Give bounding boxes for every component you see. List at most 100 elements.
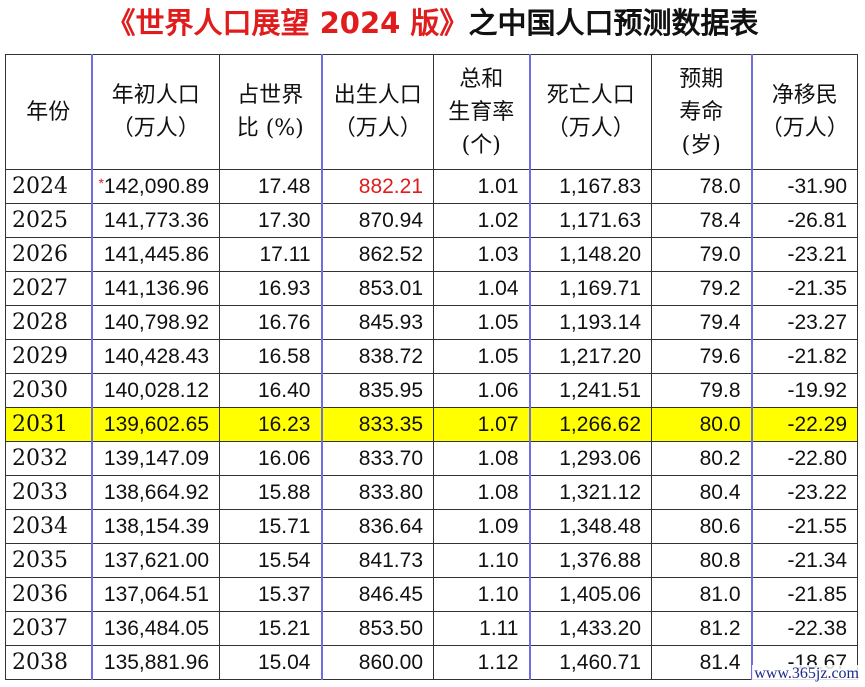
cell-value: 833.80 bbox=[358, 480, 423, 504]
table-row: 2024 *142,090.89 17.48 882.21 1.01 1,167.83 78… bbox=[5, 169, 858, 204]
title-black-part: 之中国人口预测数据表 bbox=[468, 6, 759, 40]
cell-year: 2025 bbox=[5, 203, 92, 238]
cell-fertility-rate: 1.10 bbox=[433, 543, 530, 578]
cell-value: 80.0 bbox=[699, 412, 741, 436]
cell-start-population: 140,428.43 bbox=[90, 339, 220, 374]
cell-world-share: 17.48 bbox=[219, 169, 322, 204]
cell-value: -21.82 bbox=[787, 344, 847, 368]
cell-fertility-rate: 1.09 bbox=[433, 509, 530, 544]
cell-value: 16.23 bbox=[257, 412, 311, 436]
cell-value: 81.4 bbox=[699, 650, 741, 674]
cell-value: 79.6 bbox=[699, 344, 741, 368]
cell-deaths: 1,266.62 bbox=[528, 407, 652, 442]
table-row: 2035 137,621.00 15.54 841.73 1.10 1,376.88 80.… bbox=[5, 543, 858, 578]
cell-value: 1,376.88 bbox=[559, 548, 641, 572]
cell-start-population: 141,136.96 bbox=[90, 271, 220, 306]
cell-deaths: 1,148.20 bbox=[528, 237, 652, 272]
cell-value: 78.4 bbox=[699, 208, 741, 232]
cell-year: 2029 bbox=[5, 339, 92, 374]
cell-value: 1,293.06 bbox=[559, 446, 641, 470]
header-line: 出生人口 bbox=[333, 83, 422, 108]
cell-value: -26.81 bbox=[787, 208, 847, 232]
cell-value: 833.70 bbox=[358, 446, 423, 470]
table-row: 2025 141,773.36 17.30 870.94 1.02 1,171.63 78.… bbox=[5, 203, 858, 238]
cell-deaths: 1,293.06 bbox=[528, 441, 652, 476]
cell-value: 853.01 bbox=[358, 276, 423, 300]
cell-value: 1,405.06 bbox=[559, 582, 641, 606]
cell-value: 135,881.96 bbox=[103, 650, 209, 674]
cell-deaths: 1,405.06 bbox=[528, 577, 652, 612]
cell-value: 79.2 bbox=[699, 276, 741, 300]
table-row: 2038 135,881.96 15.04 860.00 1.12 1,460.71 81.… bbox=[5, 645, 858, 680]
cell-start-population: 140,798.92 bbox=[90, 305, 220, 340]
cell-value: 15.88 bbox=[257, 480, 311, 504]
header-births: 出生人口 （万人） bbox=[320, 54, 434, 170]
cell-value: 15.04 bbox=[257, 650, 311, 674]
cell-value: 1.02 bbox=[477, 208, 519, 232]
cell-year: 2032 bbox=[5, 441, 92, 476]
cell-value: 79.4 bbox=[699, 310, 741, 334]
asterisk-mark: * bbox=[98, 174, 104, 191]
cell-value: 140,798.92 bbox=[103, 310, 209, 334]
cell-births: 853.01 bbox=[320, 271, 434, 306]
cell-value: 81.0 bbox=[699, 582, 741, 606]
cell-world-share: 16.93 bbox=[219, 271, 322, 306]
cell-value: 2038 bbox=[12, 650, 68, 675]
table-row: 2028 140,798.92 16.76 845.93 1.05 1,193.14 79.… bbox=[5, 305, 858, 340]
cell-value: 78.0 bbox=[699, 174, 741, 198]
cell-value: 16.06 bbox=[257, 446, 311, 470]
cell-year: 2033 bbox=[5, 475, 92, 510]
cell-life-expectancy: 80.6 bbox=[651, 509, 752, 544]
header-line: （万人） bbox=[333, 116, 422, 141]
cell-value: -31.90 bbox=[787, 174, 847, 198]
cell-fertility-rate: 1.02 bbox=[433, 203, 530, 238]
header-line: 死亡人口 bbox=[546, 83, 635, 108]
cell-births: 833.35 bbox=[320, 407, 434, 442]
cell-births: 841.73 bbox=[320, 543, 434, 578]
cell-world-share: 16.40 bbox=[219, 373, 322, 408]
cell-value: 1,171.63 bbox=[559, 208, 641, 232]
cell-year: 2027 bbox=[5, 271, 92, 306]
cell-value: 15.71 bbox=[257, 514, 311, 538]
cell-year: 2035 bbox=[5, 543, 92, 578]
cell-value: 860.00 bbox=[358, 650, 423, 674]
cell-fertility-rate: 1.11 bbox=[433, 611, 530, 646]
cell-value: 17.30 bbox=[257, 208, 311, 232]
cell-value: 1.06 bbox=[477, 378, 519, 402]
cell-value: 2037 bbox=[12, 616, 68, 641]
cell-value: -21.85 bbox=[787, 582, 847, 606]
cell-world-share: 15.21 bbox=[219, 611, 322, 646]
cell-value: 1.07 bbox=[477, 412, 519, 436]
cell-year: 2038 bbox=[5, 645, 92, 680]
cell-life-expectancy: 81.0 bbox=[651, 577, 752, 612]
cell-net-migration: -23.22 bbox=[750, 475, 858, 510]
cell-value: 1,193.14 bbox=[559, 310, 641, 334]
cell-value: -21.55 bbox=[787, 514, 847, 538]
cell-value: 1.09 bbox=[477, 514, 519, 538]
cell-start-population: 140,028.12 bbox=[90, 373, 220, 408]
header-line: 比 (%) bbox=[236, 116, 304, 141]
cell-world-share: 16.76 bbox=[219, 305, 322, 340]
cell-value: -23.21 bbox=[787, 242, 847, 266]
cell-net-migration: -22.38 bbox=[750, 611, 858, 646]
cell-value: 838.72 bbox=[358, 344, 423, 368]
cell-deaths: 1,460.71 bbox=[528, 645, 652, 680]
cell-year: 2034 bbox=[5, 509, 92, 544]
cell-value: 1.10 bbox=[477, 582, 519, 606]
cell-value: -22.29 bbox=[787, 412, 847, 436]
cell-value: 2031 bbox=[12, 412, 68, 437]
cell-value: 1.08 bbox=[477, 480, 519, 504]
cell-births: 853.50 bbox=[320, 611, 434, 646]
cell-value: 80.4 bbox=[699, 480, 741, 504]
cell-value: 841.73 bbox=[358, 548, 423, 572]
header-fertility-rate: 总和 生育率 (个) bbox=[433, 54, 530, 170]
cell-births: 833.70 bbox=[320, 441, 434, 476]
cell-value: 1,217.20 bbox=[559, 344, 641, 368]
cell-value: 1,433.20 bbox=[559, 616, 641, 640]
cell-fertility-rate: 1.12 bbox=[433, 645, 530, 680]
table-row: 2032 139,147.09 16.06 833.70 1.08 1,293.06 80.… bbox=[5, 441, 858, 476]
cell-start-population: *142,090.89 bbox=[90, 169, 220, 204]
cell-world-share: 16.06 bbox=[219, 441, 322, 476]
cell-life-expectancy: 79.0 bbox=[651, 237, 752, 272]
cell-life-expectancy: 78.4 bbox=[651, 203, 752, 238]
